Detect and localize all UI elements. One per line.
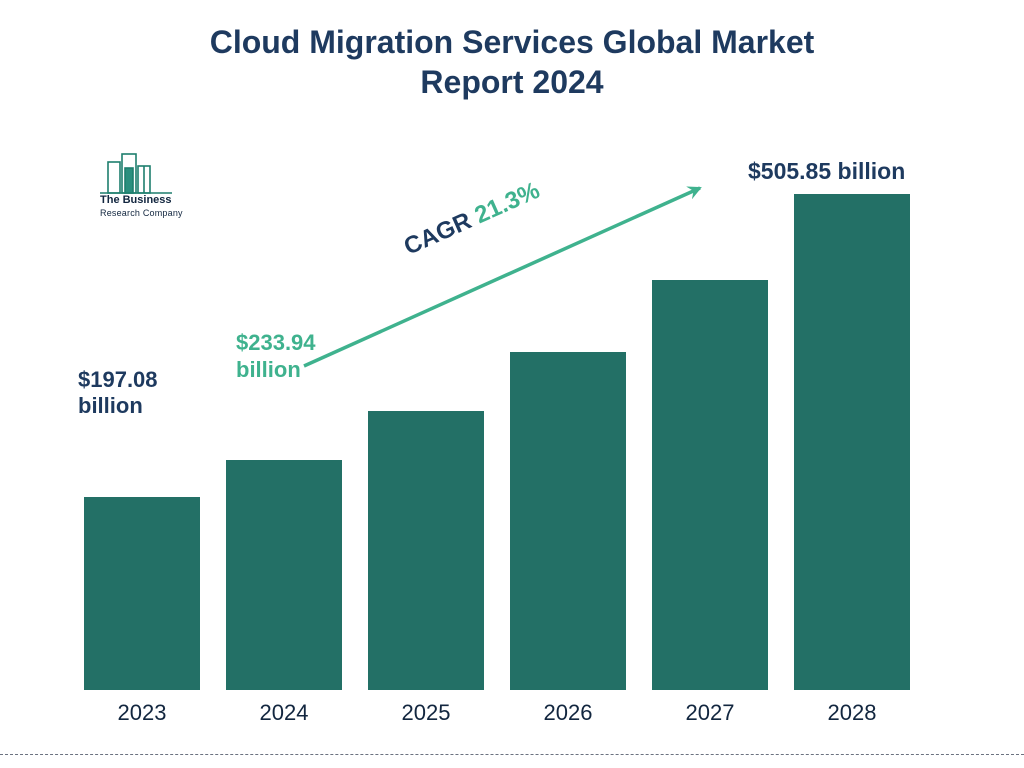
x-axis-label: 2024 xyxy=(226,700,342,726)
title-line2: Report 2024 xyxy=(420,64,603,100)
x-axis-label: 2028 xyxy=(794,700,910,726)
bar-2027 xyxy=(652,280,768,690)
bar-chart xyxy=(82,160,912,690)
x-axis-label: 2025 xyxy=(368,700,484,726)
data-label-1: $233.94billion xyxy=(236,330,316,383)
bar-2025 xyxy=(368,411,484,690)
bar-2028 xyxy=(794,194,910,690)
title-line1: Cloud Migration Services Global Market xyxy=(210,24,815,60)
data-label-2: $505.85 billion xyxy=(748,158,905,186)
bar-2023 xyxy=(84,497,200,690)
x-axis-label: 2026 xyxy=(510,700,626,726)
bar-2026 xyxy=(510,352,626,690)
x-axis-label: 2027 xyxy=(652,700,768,726)
bottom-divider xyxy=(0,754,1024,755)
x-axis-label: 2023 xyxy=(84,700,200,726)
chart-container: Cloud Migration Services Global Market R… xyxy=(0,0,1024,768)
chart-title: Cloud Migration Services Global Market R… xyxy=(0,22,1024,102)
bar-2024 xyxy=(226,460,342,690)
data-label-0: $197.08billion xyxy=(78,367,158,420)
